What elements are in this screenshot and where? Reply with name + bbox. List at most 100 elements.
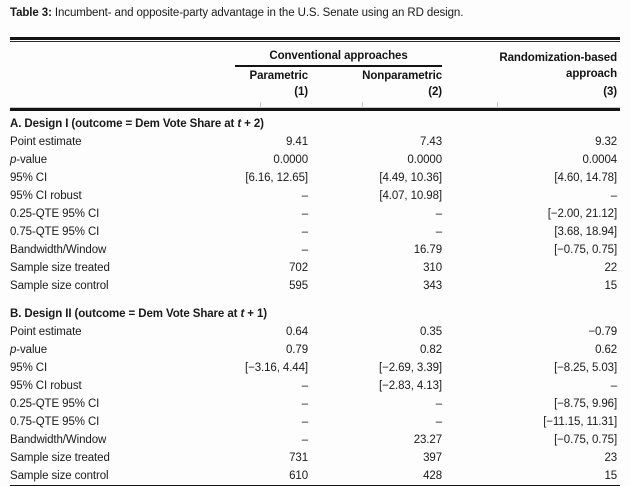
cell-randomization: 15 <box>604 280 618 292</box>
cell-parametric: 0.64 <box>286 326 308 338</box>
cell-randomization: [−8.75, 9.96] <box>554 398 618 410</box>
cell-nonparametric: – <box>435 416 442 428</box>
section-a-body: A. Design I (outcome = Dem Vote Share at… <box>10 111 620 295</box>
cell-randomization: 22 <box>604 262 618 274</box>
mid-rule <box>10 108 620 111</box>
grid-artifact-strip <box>10 102 620 108</box>
table-caption-text: Incumbent- and opposite-party advantage … <box>51 7 464 19</box>
row-label: Point estimate <box>10 133 235 151</box>
header-group-randomization: Randomization-based approach <box>442 42 620 82</box>
row-label-text: 95% CI robust <box>10 380 82 392</box>
row-label-text: Sample size control <box>10 470 109 482</box>
row-label: p-value <box>10 341 235 359</box>
cell-nonparametric: [4.49, 10.36] <box>379 172 442 184</box>
row-label-text: Sample size treated <box>10 452 110 464</box>
cell-randomization: – <box>610 190 618 202</box>
top-rule-thin <box>10 41 620 42</box>
cell-nonparametric: 343 <box>423 280 442 292</box>
table-row: 0.25-QTE 95% CI – – [−2.00, 21.12] <box>10 205 620 223</box>
header-col1-number: (1) <box>294 86 308 98</box>
cell-parametric: 0.79 <box>286 344 308 356</box>
cell-nonparametric: 397 <box>423 452 442 464</box>
cell-parametric: 702 <box>289 262 308 274</box>
cell-randomization: 0.0004 <box>582 154 618 166</box>
cell-nonparametric: 0.82 <box>420 344 442 356</box>
column-tick <box>260 102 261 107</box>
cell-nonparametric: – <box>435 208 442 220</box>
row-label-text: 95% CI <box>10 172 48 184</box>
row-label-text: Point estimate <box>10 136 82 148</box>
cell-parametric: – <box>301 226 308 238</box>
cell-randomization: 9.32 <box>595 136 618 148</box>
row-label-text: 0.75-QTE 95% CI <box>10 226 100 238</box>
row-label: 95% CI robust <box>10 377 235 395</box>
cell-randomization: – <box>610 380 618 392</box>
cell-parametric: – <box>301 416 308 428</box>
header-table: Conventional approaches Randomization-ba… <box>10 42 620 103</box>
table-row: 0.75-QTE 95% CI – – [−11.15, 11.31] <box>10 413 620 431</box>
row-label: Sample size control <box>10 277 235 295</box>
table-row: Bandwidth/Window – 16.79 [−0.75, 0.75] <box>10 241 620 259</box>
column-tick <box>362 102 363 107</box>
cell-parametric: – <box>301 398 308 410</box>
row-label: Bandwidth/Window <box>10 241 235 259</box>
cell-randomization: −0.79 <box>588 326 618 338</box>
table-row: 95% CI [−3.16, 4.44] [−2.69, 3.39] [−8.2… <box>10 359 620 377</box>
header-spacer-cell <box>10 66 235 82</box>
cell-randomization: 23 <box>604 452 618 464</box>
cell-randomization: [3.68, 18.94] <box>554 226 618 238</box>
row-label: Sample size control <box>10 467 235 485</box>
row-label-suffix: -value <box>16 154 48 166</box>
header-spacer-cell <box>10 82 235 98</box>
row-label-text: Sample size treated <box>10 262 110 274</box>
cell-parametric: 9.41 <box>286 136 308 148</box>
row-label: 95% CI <box>10 359 235 377</box>
header-group-randomization-line2: approach <box>566 68 618 80</box>
cell-nonparametric: [−2.69, 3.39] <box>379 362 442 374</box>
table-row: 95% CI robust – [4.07, 10.98] – <box>10 187 620 205</box>
row-label: 0.75-QTE 95% CI <box>10 413 235 431</box>
row-label: 95% CI robust <box>10 187 235 205</box>
cell-nonparametric: 428 <box>423 470 442 482</box>
cell-nonparametric: – <box>435 226 442 238</box>
cell-nonparametric: 310 <box>423 262 442 274</box>
table-row: Sample size treated 731 397 23 <box>10 449 620 467</box>
section-heading-text: A. Design I (outcome = Dem Vote Share at <box>10 118 238 130</box>
table-row: p-value 0.0000 0.0000 0.0004 <box>10 151 620 169</box>
header-spacer-cell <box>10 42 235 66</box>
table-row: p-value 0.79 0.82 0.62 <box>10 341 620 359</box>
cell-parametric: – <box>301 208 308 220</box>
section-heading: B. Design II (outcome = Dem Vote Share a… <box>10 295 620 323</box>
row-label: p-value <box>10 151 235 169</box>
table-row: Point estimate 0.64 0.35 −0.79 <box>10 323 620 341</box>
row-label: 95% CI <box>10 169 235 187</box>
table-row: 0.25-QTE 95% CI – – [−8.75, 9.96] <box>10 395 620 413</box>
cell-parametric: 610 <box>289 470 308 482</box>
table-row: Sample size control 610 428 15 <box>10 467 620 485</box>
cell-parametric: 595 <box>289 280 308 292</box>
section-heading-italic: t <box>240 308 245 320</box>
header-col-parametric: Parametric <box>249 70 309 82</box>
cell-randomization: [−0.75, 0.75] <box>554 244 618 256</box>
table-row: 95% CI [6.16, 12.65] [4.49, 10.36] [4.60… <box>10 169 620 187</box>
header-number-row: (1) (2) (3) <box>10 82 620 98</box>
section-heading-suffix: + 2) <box>241 118 264 130</box>
cell-nonparametric: 23.27 <box>413 434 442 446</box>
top-rule-thick <box>10 37 620 40</box>
row-label-text: Point estimate <box>10 326 82 338</box>
section-heading-italic: t <box>237 118 242 130</box>
header-col2-number: (2) <box>428 86 443 98</box>
cell-nonparametric: 0.0000 <box>407 154 442 166</box>
section-heading-row: B. Design II (outcome = Dem Vote Share a… <box>10 295 620 323</box>
table-caption: Table 3: Incumbent- and opposite-party a… <box>10 7 621 20</box>
cell-nonparametric: [−2.83, 4.13] <box>379 380 442 392</box>
cell-parametric: 731 <box>289 452 308 464</box>
row-label-text: Bandwidth/Window <box>10 434 107 446</box>
row-label-text: Sample size control <box>10 280 109 292</box>
table-row: Point estimate 9.41 7.43 9.32 <box>10 133 620 151</box>
results-table: A. Design I (outcome = Dem Vote Share at… <box>10 111 620 485</box>
row-label: Bandwidth/Window <box>10 431 235 449</box>
cell-randomization: 15 <box>604 470 618 482</box>
row-label-italic: p <box>10 344 17 356</box>
